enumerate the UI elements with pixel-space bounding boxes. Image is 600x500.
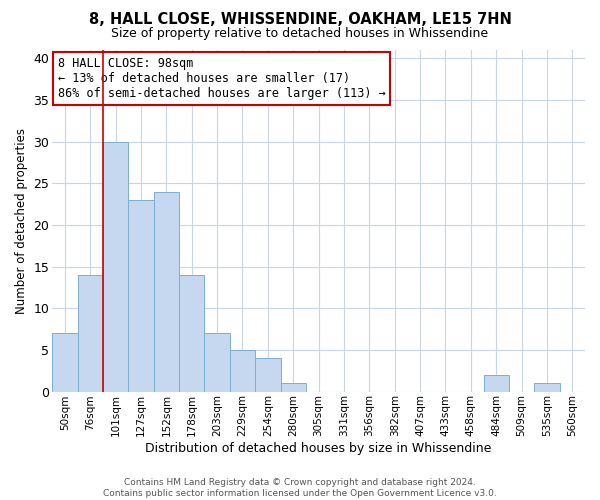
Bar xyxy=(179,275,205,392)
Text: Size of property relative to detached houses in Whissendine: Size of property relative to detached ho… xyxy=(112,28,488,40)
Text: 8 HALL CLOSE: 98sqm
← 13% of detached houses are smaller (17)
86% of semi-detach: 8 HALL CLOSE: 98sqm ← 13% of detached ho… xyxy=(58,57,385,100)
Y-axis label: Number of detached properties: Number of detached properties xyxy=(15,128,28,314)
Bar xyxy=(103,142,128,392)
Bar xyxy=(154,192,179,392)
Bar xyxy=(52,333,77,392)
Bar xyxy=(77,275,103,392)
Bar xyxy=(281,383,306,392)
Text: Contains HM Land Registry data © Crown copyright and database right 2024.
Contai: Contains HM Land Registry data © Crown c… xyxy=(103,478,497,498)
Bar xyxy=(205,333,230,392)
Text: 8, HALL CLOSE, WHISSENDINE, OAKHAM, LE15 7HN: 8, HALL CLOSE, WHISSENDINE, OAKHAM, LE15… xyxy=(89,12,511,28)
Bar xyxy=(255,358,281,392)
Bar xyxy=(128,200,154,392)
Bar xyxy=(534,383,560,392)
Bar xyxy=(484,375,509,392)
X-axis label: Distribution of detached houses by size in Whissendine: Distribution of detached houses by size … xyxy=(145,442,492,455)
Bar xyxy=(230,350,255,392)
